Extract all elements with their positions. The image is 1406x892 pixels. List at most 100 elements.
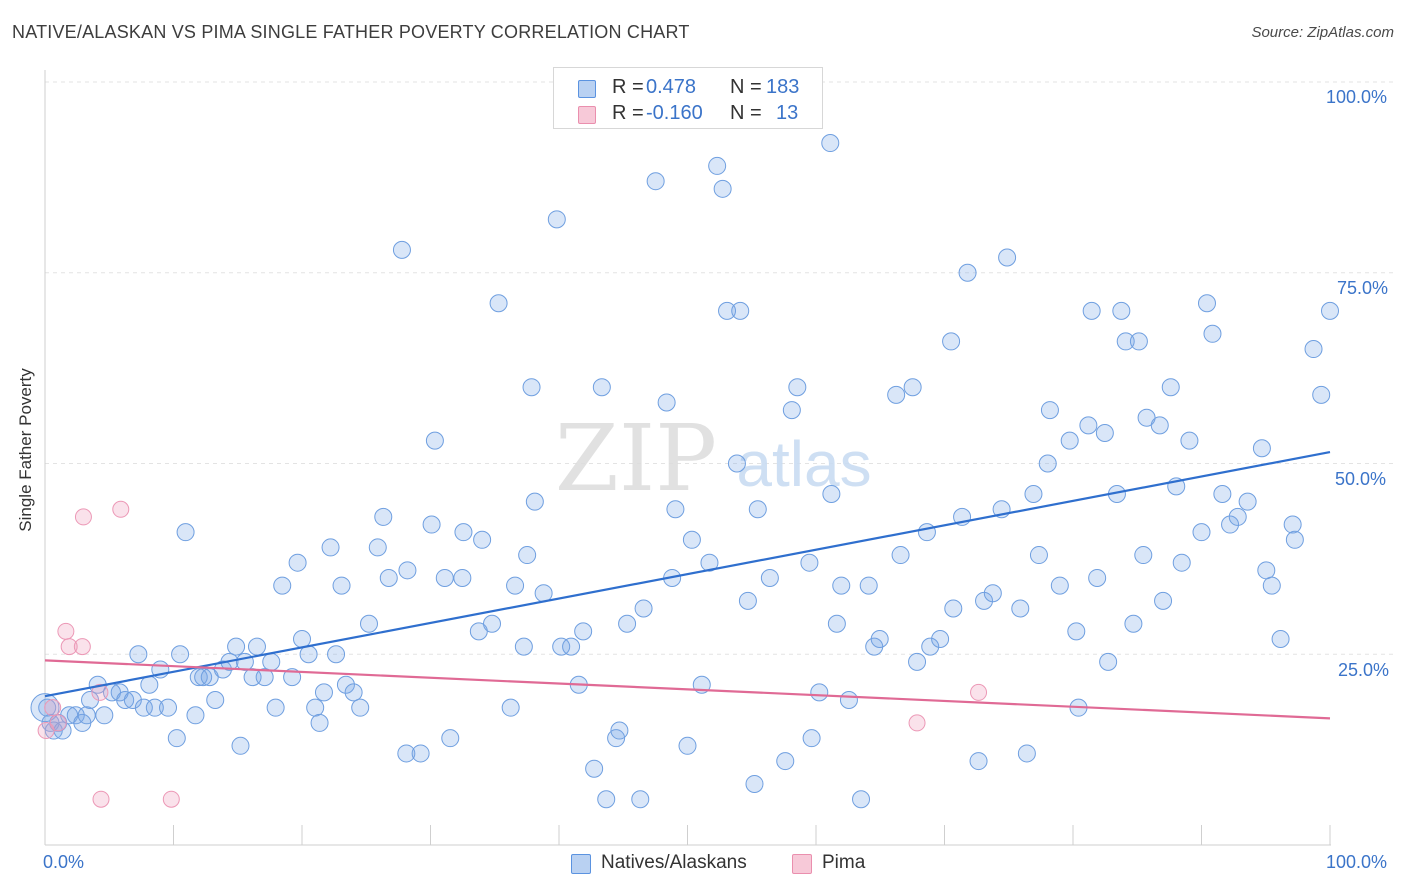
data-point-native: [1180, 431, 1199, 450]
data-point-native: [422, 515, 441, 534]
data-point-native: [547, 210, 566, 229]
data-point-native: [368, 538, 387, 557]
trend-line-pima: [44, 659, 1331, 720]
data-point-native: [1067, 622, 1086, 641]
r-label: R =: [612, 76, 644, 98]
data-point-native: [1029, 546, 1048, 565]
data-point-native: [1238, 492, 1257, 511]
data-point-native: [1203, 324, 1222, 343]
legend-row-natives: R = 0.478 N = 183: [554, 76, 822, 102]
data-point-native: [1017, 744, 1036, 763]
trend-lines: [44, 450, 1331, 720]
data-point-native: [1060, 431, 1079, 450]
pima-swatch: [578, 106, 596, 124]
data-point-native: [1213, 485, 1232, 504]
data-point-native: [969, 752, 988, 771]
data-point-native: [718, 301, 737, 320]
data-point-native: [332, 576, 351, 595]
data-point-native: [597, 790, 616, 809]
series-legend: Natives/Alaskans Pima: [0, 852, 1406, 876]
data-point-native: [266, 698, 285, 717]
n-label: N =: [730, 102, 762, 124]
y-axis-label: Single Father Poverty: [16, 368, 35, 532]
natives-swatch: [578, 80, 596, 98]
data-point-native: [134, 698, 153, 717]
data-point-native: [441, 729, 460, 748]
data-point-native: [1252, 439, 1271, 458]
data-point-native: [398, 561, 417, 580]
data-point-native: [931, 629, 950, 648]
data-point-native: [310, 713, 329, 732]
data-point-native: [1011, 599, 1030, 618]
data-point-native: [454, 523, 473, 542]
chart-title: NATIVE/ALASKAN VS PIMA SINGLE FATHER POV…: [12, 22, 690, 42]
data-point-native: [379, 568, 398, 587]
n-label: N =: [730, 76, 762, 98]
data-point-native: [852, 790, 871, 809]
data-point-native: [776, 752, 795, 771]
data-point-native: [206, 691, 225, 710]
data-point-native: [171, 645, 190, 664]
data-point-native: [1095, 423, 1114, 442]
data-point-native: [998, 248, 1017, 267]
data-point-native: [657, 393, 676, 412]
y-axis-label-wrap: Single Father Poverty: [6, 340, 46, 560]
data-point-native: [618, 614, 637, 633]
x-tick-label-max: 100.0%: [1326, 852, 1388, 872]
data-point-pima: [162, 790, 180, 808]
data-point-native: [189, 668, 208, 687]
data-point-native: [908, 652, 927, 671]
data-point-native: [1129, 332, 1148, 351]
data-point-native: [359, 614, 378, 633]
data-point-native: [839, 691, 858, 710]
data-point-native: [38, 698, 57, 717]
data-point-native: [887, 385, 906, 404]
data-point-native: [891, 546, 910, 565]
data-point-native: [534, 584, 553, 603]
r-value: 0.478: [646, 76, 697, 98]
data-point-native: [760, 568, 779, 587]
n-value: 183: [766, 76, 800, 98]
data-point-native: [800, 553, 819, 572]
data-point-pima: [57, 622, 75, 640]
data-point-native: [397, 744, 416, 763]
data-point-native: [483, 614, 502, 633]
data-point-native: [159, 698, 178, 717]
data-point-native: [283, 668, 302, 687]
data-point-native: [1312, 385, 1331, 404]
data-point-native: [1024, 485, 1043, 504]
data-point-native: [731, 301, 750, 320]
data-point-native: [552, 637, 571, 656]
data-point-native: [738, 591, 757, 610]
data-point-native: [1257, 561, 1276, 580]
data-point-native: [1192, 523, 1211, 542]
y-tick-label-25: 25.0%: [1338, 660, 1390, 680]
data-point-native: [176, 523, 195, 542]
data-point-native: [592, 378, 611, 397]
data-point-pima: [37, 722, 55, 740]
data-point-native: [235, 652, 254, 671]
pima-swatch: [792, 854, 812, 874]
data-point-native: [77, 706, 96, 725]
data-point-native: [518, 546, 537, 565]
data-point-native: [1154, 591, 1173, 610]
data-point-pima: [49, 714, 67, 732]
series-natives-alaskans: [30, 134, 1339, 809]
data-point-native: [167, 729, 186, 748]
data-point-native: [1150, 416, 1169, 435]
data-point-native: [983, 584, 1002, 603]
data-point-native: [585, 759, 604, 778]
data-point-native: [802, 729, 821, 748]
data-point-native: [832, 576, 851, 595]
data-point-native: [95, 706, 114, 725]
data-point-native: [788, 378, 807, 397]
series-pima: [37, 500, 988, 808]
data-point-native: [501, 698, 520, 717]
y-tick-label-50: 50.0%: [1335, 469, 1387, 489]
data-point-native: [288, 553, 307, 572]
data-point-pima: [73, 638, 91, 656]
data-point-native: [1283, 515, 1302, 534]
data-point-native: [145, 698, 164, 717]
data-point-native: [748, 500, 767, 519]
data-point-native: [321, 538, 340, 557]
